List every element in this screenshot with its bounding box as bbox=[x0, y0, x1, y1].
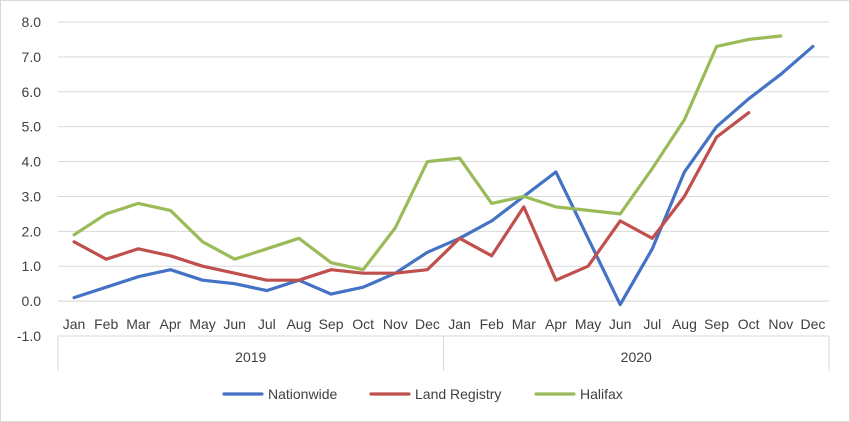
x-tick-label: Mar bbox=[512, 316, 536, 332]
legend-label-nationwide: Nationwide bbox=[268, 386, 337, 402]
y-tick-label: 7.0 bbox=[22, 49, 42, 65]
x-tick-label: Dec bbox=[800, 316, 825, 332]
series-line-land-registry bbox=[72, 111, 751, 282]
axes: 8.0 7.0 6.0 5.0 4.0 3.0 2.0 1.0 0.0 -1.0 Jan Feb Mar… bbox=[17, 14, 830, 371]
series-line-halifax bbox=[72, 34, 783, 272]
x-tick-label: Jul bbox=[258, 316, 276, 332]
x-tick-label: Jul bbox=[643, 316, 661, 332]
x-tick-label: Apr bbox=[545, 316, 567, 332]
year-label: 2020 bbox=[621, 349, 652, 365]
x-tick-label: Apr bbox=[160, 316, 182, 332]
x-tick-label: Jan bbox=[63, 316, 86, 332]
y-tick-label: 2.0 bbox=[22, 223, 42, 239]
x-tick-label: Aug bbox=[286, 316, 311, 332]
x-tick-label: Jan bbox=[448, 316, 471, 332]
x-tick-label: May bbox=[575, 316, 601, 332]
y-tick-label: 1.0 bbox=[22, 258, 42, 274]
series-lines bbox=[72, 34, 815, 307]
legend-label-halifax: Halifax bbox=[580, 386, 623, 402]
y-tick-label: 8.0 bbox=[22, 14, 42, 30]
series-line-nationwide bbox=[72, 44, 815, 307]
x-tick-label: Oct bbox=[352, 316, 374, 332]
y-tick-label: -1.0 bbox=[17, 328, 41, 344]
x-tick-label: Sep bbox=[704, 316, 729, 332]
legend: Nationwide Land Registry Halifax bbox=[222, 386, 623, 402]
x-tick-label: Oct bbox=[738, 316, 760, 332]
y-tick-label: 0.0 bbox=[22, 293, 42, 309]
gridlines bbox=[58, 21, 829, 337]
x-tick-label: Mar bbox=[126, 316, 150, 332]
x-tick-label: Aug bbox=[672, 316, 697, 332]
x-tick-label: May bbox=[189, 316, 215, 332]
x-tick-label: Dec bbox=[415, 316, 440, 332]
x-tick-label: Sep bbox=[319, 316, 344, 332]
x-tick-label: Feb bbox=[94, 316, 118, 332]
x-tick-label: Nov bbox=[768, 316, 793, 332]
x-tick-label: Nov bbox=[383, 316, 408, 332]
legend-label-land-registry: Land Registry bbox=[415, 386, 501, 402]
y-tick-label: 3.0 bbox=[22, 188, 42, 204]
x-tick-label: Jun bbox=[609, 316, 632, 332]
y-tick-label: 5.0 bbox=[22, 119, 42, 135]
year-label: 2019 bbox=[235, 349, 266, 365]
x-tick-label: Feb bbox=[480, 316, 504, 332]
x-tick-label: Jun bbox=[223, 316, 246, 332]
y-tick-label: 4.0 bbox=[22, 154, 42, 170]
y-tick-label: 6.0 bbox=[22, 84, 42, 100]
